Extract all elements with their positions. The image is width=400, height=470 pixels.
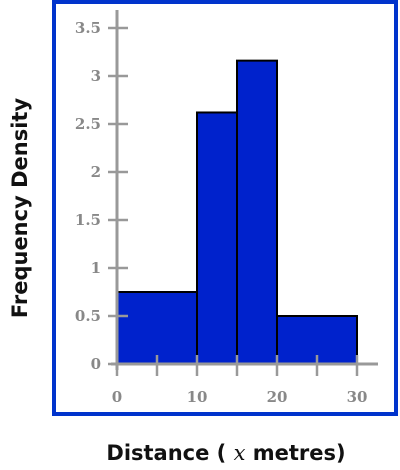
y-tick-label-3: 3 bbox=[91, 67, 101, 85]
x-tick-label-10: 10 bbox=[187, 388, 208, 406]
labels-layer: 0 0.5 1 1.5 2 2.5 3 3.5 0 10 20 30 bbox=[75, 19, 368, 406]
y-tick-label-1.5: 1.5 bbox=[75, 211, 101, 229]
x-tick-label-30: 30 bbox=[347, 388, 368, 406]
y-tick-label-2.5: 2.5 bbox=[75, 115, 101, 133]
x-axis-title-suffix: metres) bbox=[253, 441, 346, 465]
axes-layer bbox=[108, 10, 378, 376]
y-axis-title: Frequency Density bbox=[8, 98, 32, 319]
y-tick-label-2: 2 bbox=[91, 163, 101, 181]
y-tick-label-0.5: 0.5 bbox=[75, 307, 101, 325]
histogram-bar-1 bbox=[116, 291, 198, 365]
x-axis-title: Distance ( x metres) bbox=[106, 441, 345, 465]
bars-layer bbox=[116, 59, 358, 366]
x-axis-title-prefix: Distance ( bbox=[106, 441, 226, 465]
y-tick-label-0: 0 bbox=[91, 355, 101, 373]
x-tick-label-20: 20 bbox=[267, 388, 288, 406]
histogram-bar-3 bbox=[236, 59, 278, 365]
x-axis-title-variable: x bbox=[234, 441, 246, 465]
y-tick-label-3.5: 3.5 bbox=[75, 19, 101, 37]
x-tick-label-0: 0 bbox=[112, 388, 122, 406]
histogram-bar-2 bbox=[196, 111, 238, 366]
y-tick-label-1: 1 bbox=[91, 259, 101, 277]
